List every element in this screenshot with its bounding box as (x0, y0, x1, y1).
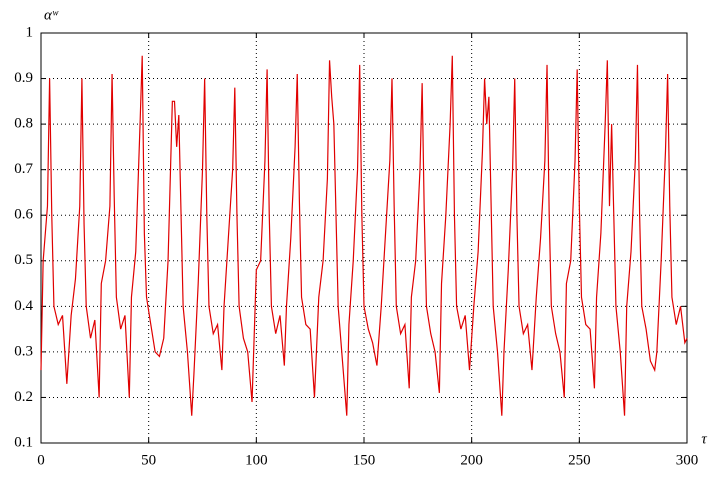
x-tick-label: 0 (37, 452, 45, 468)
y-tick-label: 0.6 (14, 207, 33, 223)
y-tick-label: 0.9 (14, 70, 33, 86)
x-tick-label: 200 (460, 452, 483, 468)
x-tick-label: 150 (353, 452, 376, 468)
y-tick-label: 0.7 (14, 161, 33, 177)
x-tick-label: 250 (568, 452, 591, 468)
y-tick-label: 0.1 (14, 434, 33, 450)
y-tick-label: 0.2 (14, 389, 33, 405)
data-line (40, 55, 688, 416)
y-tick-label: 0.8 (14, 116, 33, 132)
x-tick-label: 50 (141, 452, 156, 468)
y-tick-label: 0.3 (14, 343, 33, 359)
y-axis-label: αʷ (44, 7, 59, 23)
x-tick-label: 300 (676, 452, 699, 468)
x-axis-label: τ (701, 431, 707, 447)
y-tick-label: 0.4 (14, 298, 33, 314)
y-tick-label: 1 (26, 24, 34, 40)
x-tick-label: 100 (245, 452, 268, 468)
plot-frame (40, 32, 688, 444)
y-tick-label: 0.5 (14, 252, 33, 268)
